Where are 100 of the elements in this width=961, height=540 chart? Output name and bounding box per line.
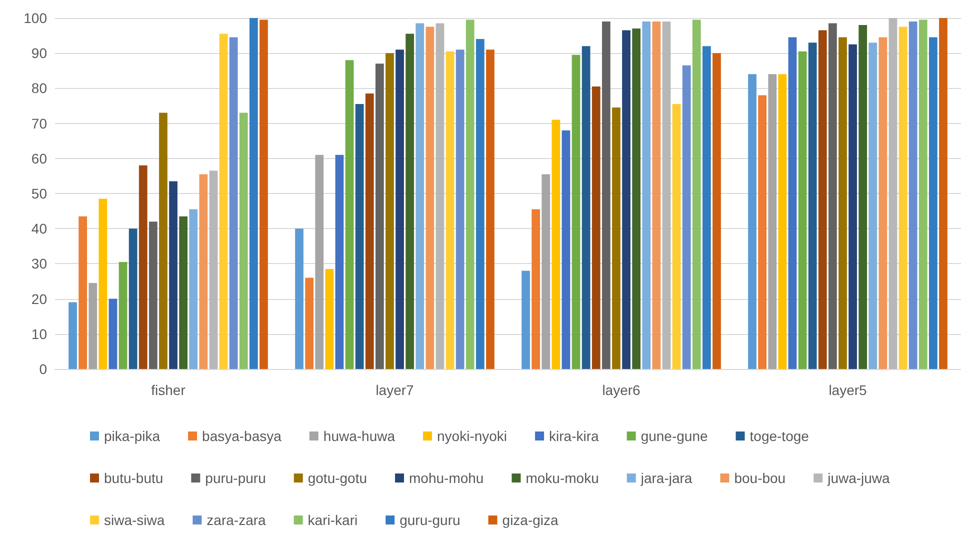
bar: [662, 22, 671, 369]
bar: [305, 278, 314, 369]
y-tick-label: 50: [31, 186, 48, 202]
bar: [396, 50, 404, 369]
legend-label: kari-kari: [308, 512, 358, 528]
y-tick-label: 0: [39, 361, 48, 377]
bar: [239, 112, 248, 369]
legend-label: juwa-juwa: [826, 470, 890, 486]
bar: [939, 18, 948, 369]
bar: [602, 22, 610, 369]
bar: [416, 23, 424, 369]
bar: [632, 28, 641, 369]
bar: [169, 181, 178, 369]
bar: [476, 39, 484, 369]
bar: [375, 64, 384, 369]
bar: [108, 298, 118, 369]
bar: [209, 170, 218, 369]
legend-label: kira-kira: [549, 428, 600, 444]
bar: [692, 20, 701, 369]
bar: [88, 283, 98, 369]
legend-label: bou-bou: [734, 470, 786, 486]
bar: [159, 112, 168, 369]
bar: [295, 228, 304, 369]
bar: [918, 20, 928, 369]
y-tick-label: 20: [31, 290, 48, 307]
bar: [818, 30, 827, 369]
bar: [808, 42, 817, 369]
bar: [682, 65, 691, 369]
bar: [828, 23, 837, 369]
bar: [456, 50, 464, 369]
legend-label: gune-gune: [640, 428, 708, 444]
bar: [652, 22, 661, 369]
bar: [335, 154, 344, 369]
y-tick-label: 40: [31, 220, 48, 237]
y-tick-label: 70: [31, 115, 48, 132]
legend-label: puru-puru: [205, 470, 266, 486]
bar: [572, 54, 580, 369]
bar: [466, 20, 474, 369]
bar: [260, 20, 268, 369]
bar: [98, 198, 108, 369]
bar: [592, 86, 600, 369]
bar: [712, 53, 721, 369]
y-tick-label: 10: [31, 326, 48, 342]
bar: [436, 23, 444, 369]
bar: [179, 216, 188, 369]
bar: [788, 37, 797, 369]
bar: [386, 53, 394, 369]
bar: [426, 26, 434, 369]
bar: [848, 44, 857, 369]
bar: [748, 74, 756, 369]
legend-label: zara-zara: [206, 512, 266, 528]
bar: [542, 174, 550, 369]
legend-label: moku-moku: [526, 470, 599, 486]
bar: [612, 108, 620, 369]
bar: [888, 18, 898, 369]
bar: [138, 165, 148, 369]
legend-label: siwa-siwa: [104, 512, 165, 528]
bar: [118, 262, 128, 369]
y-tick-label: 80: [31, 80, 48, 96]
bar: [532, 209, 540, 369]
bar: [868, 42, 878, 369]
bar: [365, 93, 374, 369]
bar: [249, 18, 258, 369]
legend-label: pika-pika: [104, 428, 160, 444]
bar: [78, 216, 88, 369]
bar: [908, 22, 918, 369]
y-tick-label: 90: [31, 45, 48, 62]
bar: [446, 51, 454, 369]
legend-label: nyoki-nyoki: [437, 428, 508, 444]
bar: [758, 95, 767, 369]
bar: [622, 30, 630, 369]
x-tick-label: fisher: [151, 382, 186, 398]
bar: [898, 26, 908, 369]
bar: [199, 174, 208, 369]
bar: [642, 22, 651, 369]
bar: [562, 130, 570, 369]
bar: [928, 37, 938, 369]
bar: [582, 46, 590, 369]
legend-label: mohu-mohu: [409, 470, 484, 486]
bar: [315, 154, 324, 369]
bar: [858, 25, 868, 369]
bar: [229, 37, 238, 369]
y-tick-label: 30: [31, 256, 48, 272]
legend-label: toge-toge: [750, 428, 810, 444]
bar: [778, 74, 787, 369]
legend-label: gotu-gotu: [308, 470, 368, 486]
legend-label: huwa-huwa: [323, 428, 396, 444]
bar: [768, 74, 777, 369]
bar: [345, 60, 354, 369]
bar: [128, 228, 138, 369]
x-tick-label: layer6: [602, 382, 641, 398]
bar: [522, 270, 530, 369]
bar: [189, 209, 198, 369]
legend-label: butu-butu: [104, 470, 164, 486]
bar: [325, 268, 334, 369]
y-tick-label: 60: [31, 150, 48, 166]
y-tick-label: 100: [24, 10, 48, 26]
bar: [552, 120, 560, 369]
legend-label: giza-giza: [502, 512, 559, 528]
bar: [219, 34, 228, 369]
